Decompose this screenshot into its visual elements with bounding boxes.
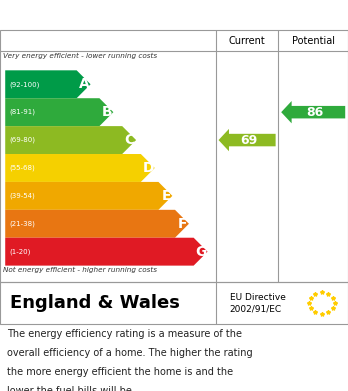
Text: B: B (102, 105, 112, 119)
Polygon shape (5, 154, 155, 182)
Polygon shape (5, 70, 90, 98)
Polygon shape (5, 182, 172, 210)
Text: 2002/91/EC: 2002/91/EC (230, 305, 282, 314)
Polygon shape (5, 98, 113, 126)
Polygon shape (5, 238, 207, 265)
Text: (92-100): (92-100) (9, 81, 40, 88)
Text: C: C (125, 133, 135, 147)
Text: England & Wales: England & Wales (10, 294, 180, 312)
Text: E: E (161, 189, 171, 203)
Text: The energy efficiency rating is a measure of the: The energy efficiency rating is a measur… (7, 329, 242, 339)
Polygon shape (5, 126, 136, 154)
Text: lower the fuel bills will be.: lower the fuel bills will be. (7, 386, 135, 391)
Text: Not energy efficient - higher running costs: Not energy efficient - higher running co… (3, 267, 158, 273)
Text: 86: 86 (307, 106, 324, 119)
Text: overall efficiency of a home. The higher the rating: overall efficiency of a home. The higher… (7, 348, 253, 358)
Text: F: F (178, 217, 188, 231)
Text: (81-91): (81-91) (9, 109, 35, 115)
Text: A: A (79, 77, 90, 91)
Text: Potential: Potential (292, 36, 335, 46)
Text: (39-54): (39-54) (9, 193, 35, 199)
Polygon shape (5, 210, 189, 238)
Text: (21-38): (21-38) (9, 221, 35, 227)
Text: Energy Efficiency Rating: Energy Efficiency Rating (9, 7, 219, 23)
Text: G: G (196, 245, 207, 259)
Text: EU Directive: EU Directive (230, 294, 286, 303)
Text: 69: 69 (240, 134, 258, 147)
Text: (55-68): (55-68) (9, 165, 35, 171)
Text: Current: Current (229, 36, 266, 46)
Text: (1-20): (1-20) (9, 248, 31, 255)
Polygon shape (219, 129, 276, 151)
Text: Very energy efficient - lower running costs: Very energy efficient - lower running co… (3, 53, 158, 59)
Text: (69-80): (69-80) (9, 137, 35, 143)
Polygon shape (281, 101, 345, 123)
Text: D: D (143, 161, 154, 175)
Text: the more energy efficient the home is and the: the more energy efficient the home is an… (7, 367, 233, 377)
